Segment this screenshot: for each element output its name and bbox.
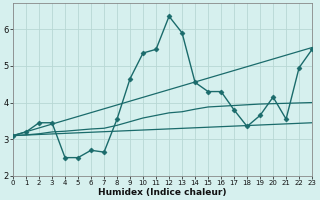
X-axis label: Humidex (Indice chaleur): Humidex (Indice chaleur) [98,188,227,197]
